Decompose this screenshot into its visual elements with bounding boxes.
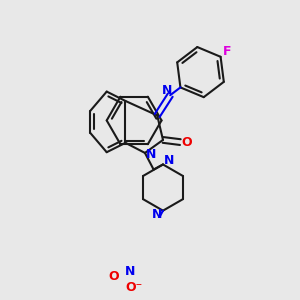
Text: N: N — [162, 84, 172, 97]
Text: O: O — [182, 136, 192, 148]
Text: N: N — [124, 265, 135, 278]
Text: N: N — [146, 148, 157, 161]
Text: O: O — [108, 270, 119, 283]
Text: N: N — [152, 208, 162, 221]
Text: O⁻: O⁻ — [125, 281, 142, 294]
Text: N: N — [164, 154, 174, 166]
Text: F: F — [223, 46, 231, 59]
